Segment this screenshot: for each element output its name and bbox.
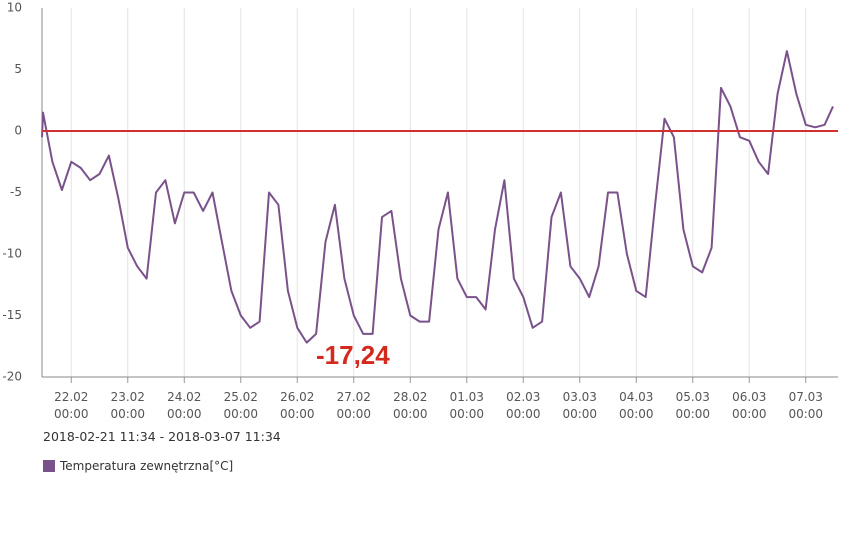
- min-annotation: -17,24: [316, 340, 390, 370]
- x-tick-label: 26.02 00:00: [279, 390, 315, 421]
- x-tick-label: 02.03 00:00: [505, 390, 541, 421]
- x-tick-label: 24.02 00:00: [166, 390, 202, 421]
- x-tick-label: 28.02 00:00: [392, 390, 428, 421]
- y-tick-label: 0: [14, 124, 22, 138]
- legend-label: Temperatura zewnętrzna[°C]: [60, 459, 234, 473]
- x-tick-label: 23.02 00:00: [110, 390, 146, 421]
- y-tick-label: -10: [2, 247, 22, 261]
- x-tick-label: 22.02 00:00: [53, 390, 89, 421]
- y-tick-label: -5: [10, 185, 22, 199]
- date-range: 2018-02-21 11:34 - 2018-03-07 11:34: [43, 429, 281, 444]
- x-tick-label: 03.03 00:00: [562, 390, 598, 421]
- x-tick-label: 06.03 00:00: [731, 390, 767, 421]
- chart: -20 -15 -10 -5 0 5 10: [2, 1, 838, 384]
- y-tick-label: 5: [14, 62, 22, 76]
- x-tick-label: 25.02 00:00: [223, 390, 259, 421]
- temperature-line: [41, 50, 834, 344]
- x-tick-label: 01.03 00:00: [449, 390, 485, 421]
- y-tick-label: 10: [7, 1, 22, 15]
- y-tick-label: -20: [2, 370, 22, 384]
- x-tick-label: 04.03 00:00: [618, 390, 654, 421]
- legend-item[interactable]: Temperatura zewnętrzna[°C]: [43, 459, 233, 473]
- x-tick-label: 27.02 00:00: [336, 390, 372, 421]
- x-tick-label: 07.03 00:00: [788, 390, 824, 421]
- x-tick-label: 05.03 00:00: [675, 390, 711, 421]
- legend-swatch: [43, 460, 55, 472]
- y-tick-label: -15: [2, 308, 22, 322]
